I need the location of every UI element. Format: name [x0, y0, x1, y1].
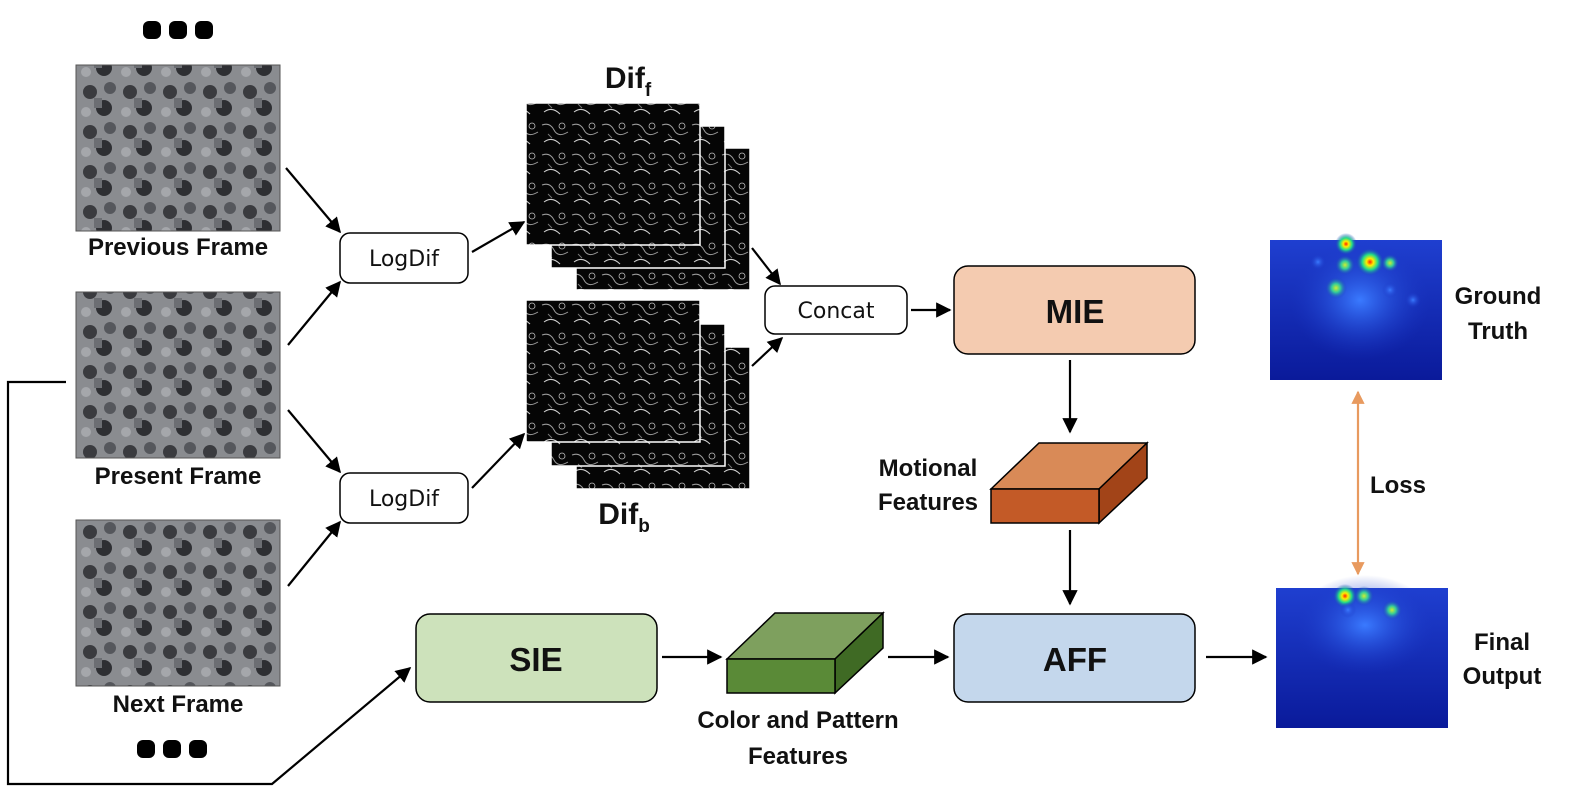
logdif-top-label: LogDif: [369, 247, 440, 272]
diff-forward-label: Diff: [605, 62, 652, 101]
ground-truth-label-line1: Ground: [1455, 283, 1542, 310]
arrow-diff-backward-to-concat: [751, 336, 784, 367]
arrow-present-to-logdif-bottom: [287, 409, 341, 474]
arrow-logdif-to-diff-top: [471, 221, 526, 253]
color-pattern-label-line2: Features: [748, 743, 848, 770]
mie-module-label: MIE: [1046, 293, 1105, 330]
previous-frame-image: [75, 64, 281, 232]
arrow-next-to-logdif: [287, 520, 341, 587]
present-frame-image: [75, 291, 281, 459]
arrow-present-to-logdif-top: [287, 280, 341, 346]
final-output-label-line1: Final: [1474, 629, 1530, 656]
color-pattern-features-block: [725, 611, 885, 695]
arrow-diff-forward-to-concat: [751, 247, 781, 286]
aff-module-label: AFF: [1043, 641, 1107, 678]
next-frame-image: [75, 519, 281, 687]
arrow-present-to-sie: [6, 380, 412, 786]
arrow-prev-to-logdif: [285, 167, 341, 234]
concat-label: Concat: [798, 299, 875, 324]
final-output-heatmap: [1276, 575, 1448, 728]
diff-forward-stack: [525, 102, 751, 291]
logdif-bottom-label: LogDif: [369, 487, 440, 512]
previous-frame-label: Previous Frame: [88, 234, 268, 261]
final-output-label-line2: Output: [1463, 663, 1542, 690]
motional-features-label-line1: Motional: [879, 455, 978, 482]
ground-truth-heatmap: [1270, 233, 1442, 380]
ellipsis-top-icon: [143, 21, 213, 39]
aff-module-box: [953, 613, 1196, 703]
loss-label: Loss: [1370, 472, 1426, 499]
present-frame-label: Present Frame: [95, 463, 262, 490]
logdif-bottom-box: [339, 472, 469, 524]
motional-features-label-line2: Features: [878, 489, 978, 516]
ground-truth-label-line2: Truth: [1468, 318, 1528, 345]
diff-backward-label: Difb: [598, 498, 650, 537]
color-pattern-label-line1: Color and Pattern: [697, 707, 898, 734]
motional-features-block: [989, 441, 1149, 525]
sie-module-label: SIE: [509, 641, 562, 678]
diff-backward-stack: [525, 299, 751, 490]
next-frame-label: Next Frame: [113, 691, 244, 718]
sie-module-box: [415, 613, 658, 703]
logdif-top-box: [339, 232, 469, 284]
ellipsis-bottom-icon: [137, 740, 207, 758]
concat-box: [764, 285, 908, 335]
arrow-logdif-to-diff-bottom: [471, 432, 526, 489]
mie-module-box: [953, 265, 1196, 355]
